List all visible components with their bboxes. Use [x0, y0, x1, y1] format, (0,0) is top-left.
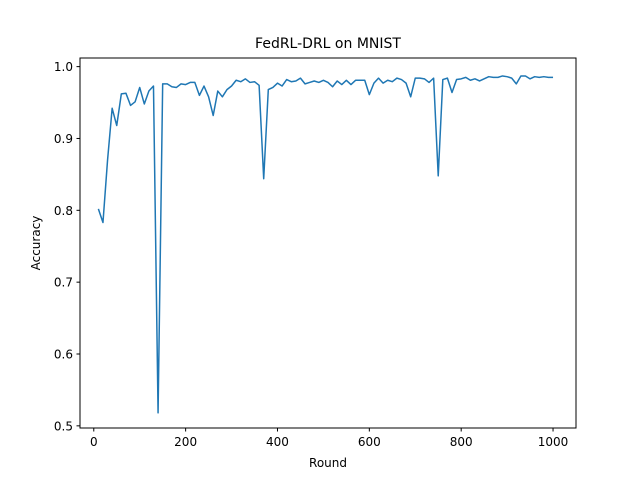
y-tick-label: 0.5	[54, 419, 73, 433]
plot-area	[97, 75, 554, 414]
x-tick-label: 200	[174, 435, 197, 449]
y-tick-label: 0.7	[54, 276, 73, 290]
chart-title: FedRL-DRL on MNIST	[255, 36, 401, 52]
x-tick-label: 600	[358, 435, 381, 449]
plot-frame	[79, 57, 577, 429]
x-tick-label: 0	[90, 435, 98, 449]
x-tick-label: 400	[266, 435, 289, 449]
y-tick-label: 0.9	[54, 132, 73, 146]
y-tick-label: 0.8	[54, 204, 73, 218]
accuracy-series-line	[97, 75, 554, 414]
y-axis-ticks: 0.5 0.6 0.7 0.8 0.9 1.0	[54, 60, 80, 433]
y-tick-label: 1.0	[54, 60, 73, 74]
x-axis-ticks: 0 200 400 600 800 1000	[90, 428, 568, 449]
y-axis-label: Accuracy	[29, 216, 43, 271]
x-axis-label: Round	[309, 456, 347, 470]
x-tick-label: 800	[450, 435, 473, 449]
x-tick-label: 1000	[538, 435, 569, 449]
y-tick-label: 0.6	[54, 348, 73, 362]
